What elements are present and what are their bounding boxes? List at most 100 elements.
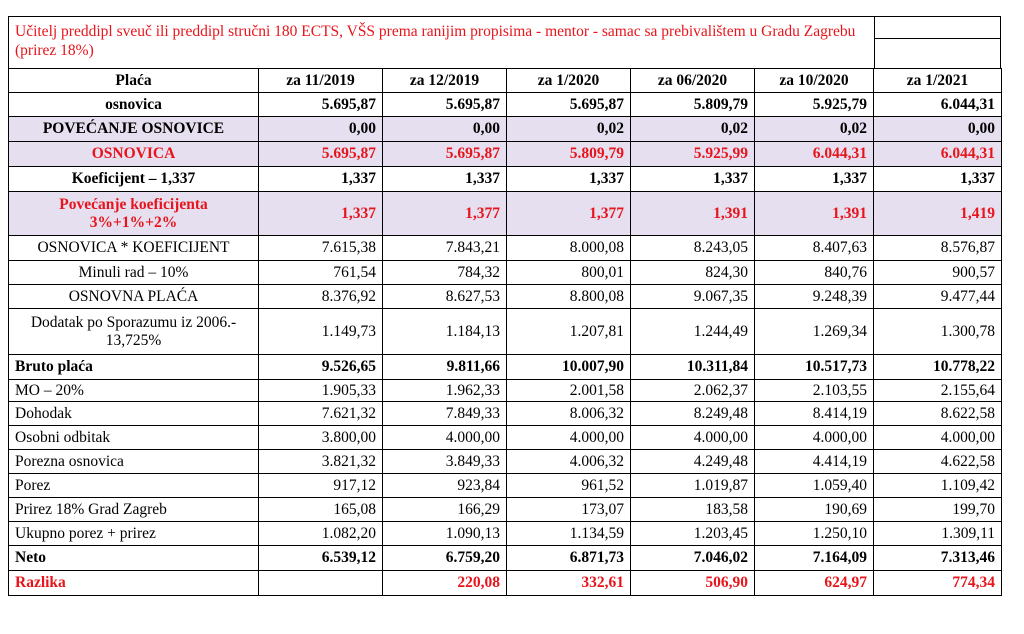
value-cell: 10.007,90 (506, 354, 631, 380)
value-cell: 6.759,20 (382, 545, 507, 571)
value-cell: 5.695,87 (506, 92, 631, 117)
value-cell: 10.517,73 (754, 354, 874, 380)
table-row: Porezna osnovica 3.821,32 3.849,33 4.006,32… (8, 449, 1002, 474)
value-cell: 5.809,79 (630, 92, 755, 117)
value-cell: 0,02 (754, 116, 874, 142)
value-cell: 5.695,87 (382, 141, 507, 167)
table-row: Bruto plaća 9.526,65 9.811,66 10.007,90 10.3… (8, 354, 1002, 380)
value-cell: 6.044,31 (873, 141, 1002, 167)
row-label: POVEĆANJE OSNOVICE (8, 116, 259, 142)
value-cell: 165,08 (258, 497, 383, 522)
value-cell: 961,52 (506, 473, 631, 498)
row-label: MO – 20% (8, 379, 259, 402)
value-cell: 190,69 (754, 497, 874, 522)
value-cell: 1.059,40 (754, 473, 874, 498)
value-cell: 2.103,55 (754, 379, 874, 402)
value-cell: 9.067,35 (630, 284, 755, 309)
table-row: Koeficijent – 1,337 1,337 1,337 1,337 1,337 1… (8, 166, 1002, 192)
table-row: Neto 6.539,12 6.759,20 6.871,73 7.046,02 7.16… (8, 545, 1002, 571)
value-cell: 9.248,39 (754, 284, 874, 309)
value-cell: 1.300,78 (873, 308, 1002, 355)
value-cell: 1.207,81 (506, 308, 631, 355)
value-cell: 784,32 (382, 260, 507, 285)
value-cell: 8.800,08 (506, 284, 631, 309)
value-cell: 3.821,32 (258, 449, 383, 474)
value-cell: 4.414,19 (754, 449, 874, 474)
table-row: Ukupno porez + prirez 1.082,20 1.090,13 1.1… (8, 521, 1002, 546)
value-cell: 900,57 (873, 260, 1002, 285)
value-cell: 7.046,02 (630, 545, 755, 571)
value-cell: 917,12 (258, 473, 383, 498)
value-cell: 506,90 (630, 570, 755, 596)
document-title: Učitelj preddipl sveuč ili preddipl stru… (8, 16, 874, 68)
column-header: za 11/2019 (258, 68, 383, 93)
value-cell: 7.849,33 (382, 401, 507, 426)
value-cell: 2.155,64 (873, 379, 1002, 402)
value-cell: 4.000,00 (506, 425, 631, 450)
value-cell: 1.905,33 (258, 379, 383, 402)
value-cell: 1.090,13 (382, 521, 507, 546)
value-cell: 9.526,65 (258, 354, 383, 380)
value-cell: 1,337 (630, 166, 755, 192)
row-label: Dohodak (8, 401, 259, 426)
row-label: OSNOVNA PLAĆA (8, 284, 259, 309)
value-cell: 0,02 (506, 116, 631, 142)
value-cell: 6.871,73 (506, 545, 631, 571)
value-cell: 9.811,66 (382, 354, 507, 380)
value-cell: 8.006,32 (506, 401, 631, 426)
row-label: Prirez 18% Grad Zagreb (8, 497, 259, 522)
value-cell: 1.149,73 (258, 308, 383, 355)
column-header: za 12/2019 (382, 68, 507, 93)
table-header-row: Plaća za 11/2019 za 12/2019 za 1/2020 za… (8, 68, 1002, 93)
value-cell: 1,377 (506, 191, 631, 236)
value-cell: 8.000,08 (506, 235, 631, 261)
value-cell: 8.376,92 (258, 284, 383, 309)
value-cell: 824,30 (630, 260, 755, 285)
value-cell: 8.576,87 (873, 235, 1002, 261)
table-row: POVEĆANJE OSNOVICE 0,00 0,00 0,02 0,02 0,02 0,… (8, 116, 1002, 142)
row-label: Razlika (8, 570, 259, 596)
value-cell: 3.849,33 (382, 449, 507, 474)
value-cell: 7.164,09 (754, 545, 874, 571)
value-cell: 4.000,00 (754, 425, 874, 450)
value-cell: 7.843,21 (382, 235, 507, 261)
table-row: MO – 20% 1.905,33 1.962,33 2.001,58 2.062,37… (8, 379, 1002, 402)
value-cell: 1.184,13 (382, 308, 507, 355)
value-cell: 1.109,42 (873, 473, 1002, 498)
table-row: Porez 917,12 923,84 961,52 1.019,87 1.059,40 1… (8, 473, 1002, 498)
value-cell: 761,54 (258, 260, 383, 285)
row-label: Bruto plaća (8, 354, 259, 380)
value-cell: 1.269,34 (754, 308, 874, 355)
value-cell: 2.062,37 (630, 379, 755, 402)
value-cell: 624,97 (754, 570, 874, 596)
document-heading: Učitelj preddipl sveuč ili preddipl stru… (8, 16, 1001, 68)
row-label: Povećanje koeficijenta 3%+1%+2% (8, 191, 259, 236)
value-cell: 0,00 (382, 116, 507, 142)
value-cell: 5.809,79 (506, 141, 631, 167)
table-row: osnovica 5.695,87 5.695,87 5.695,87 5.809,79… (8, 92, 1002, 117)
value-cell: 4.249,48 (630, 449, 755, 474)
value-cell: 8.249,48 (630, 401, 755, 426)
value-cell: 5.695,87 (258, 92, 383, 117)
salary-document: Učitelj preddipl sveuč ili preddipl stru… (8, 16, 1002, 596)
value-cell: 8.414,19 (754, 401, 874, 426)
table-row: OSNOVNA PLAĆA 8.376,92 8.627,53 8.800,08 9.0… (8, 284, 1002, 309)
value-cell: 332,61 (506, 570, 631, 596)
table-row: Minuli rad – 10% 761,54 784,32 800,01 824,30… (8, 260, 1002, 285)
row-label: Minuli rad – 10% (8, 260, 259, 285)
column-header: za 10/2020 (754, 68, 874, 93)
value-cell: 1.244,49 (630, 308, 755, 355)
value-cell: 5.695,87 (258, 141, 383, 167)
value-cell: 1,419 (873, 191, 1002, 236)
row-label: Porezna osnovica (8, 449, 259, 474)
value-cell: 923,84 (382, 473, 507, 498)
value-cell: 10.311,84 (630, 354, 755, 380)
value-cell: 183,58 (630, 497, 755, 522)
value-cell: 8.627,53 (382, 284, 507, 309)
value-cell: 10.778,22 (873, 354, 1002, 380)
value-cell (258, 570, 383, 596)
value-cell: 6.539,12 (258, 545, 383, 571)
table-row: Razlika 220,08 332,61 506,90 624,97 774,34 (8, 570, 1002, 596)
value-cell: 173,07 (506, 497, 631, 522)
table-row: Dohodak 7.621,32 7.849,33 8.006,32 8.249,48 8… (8, 401, 1002, 426)
